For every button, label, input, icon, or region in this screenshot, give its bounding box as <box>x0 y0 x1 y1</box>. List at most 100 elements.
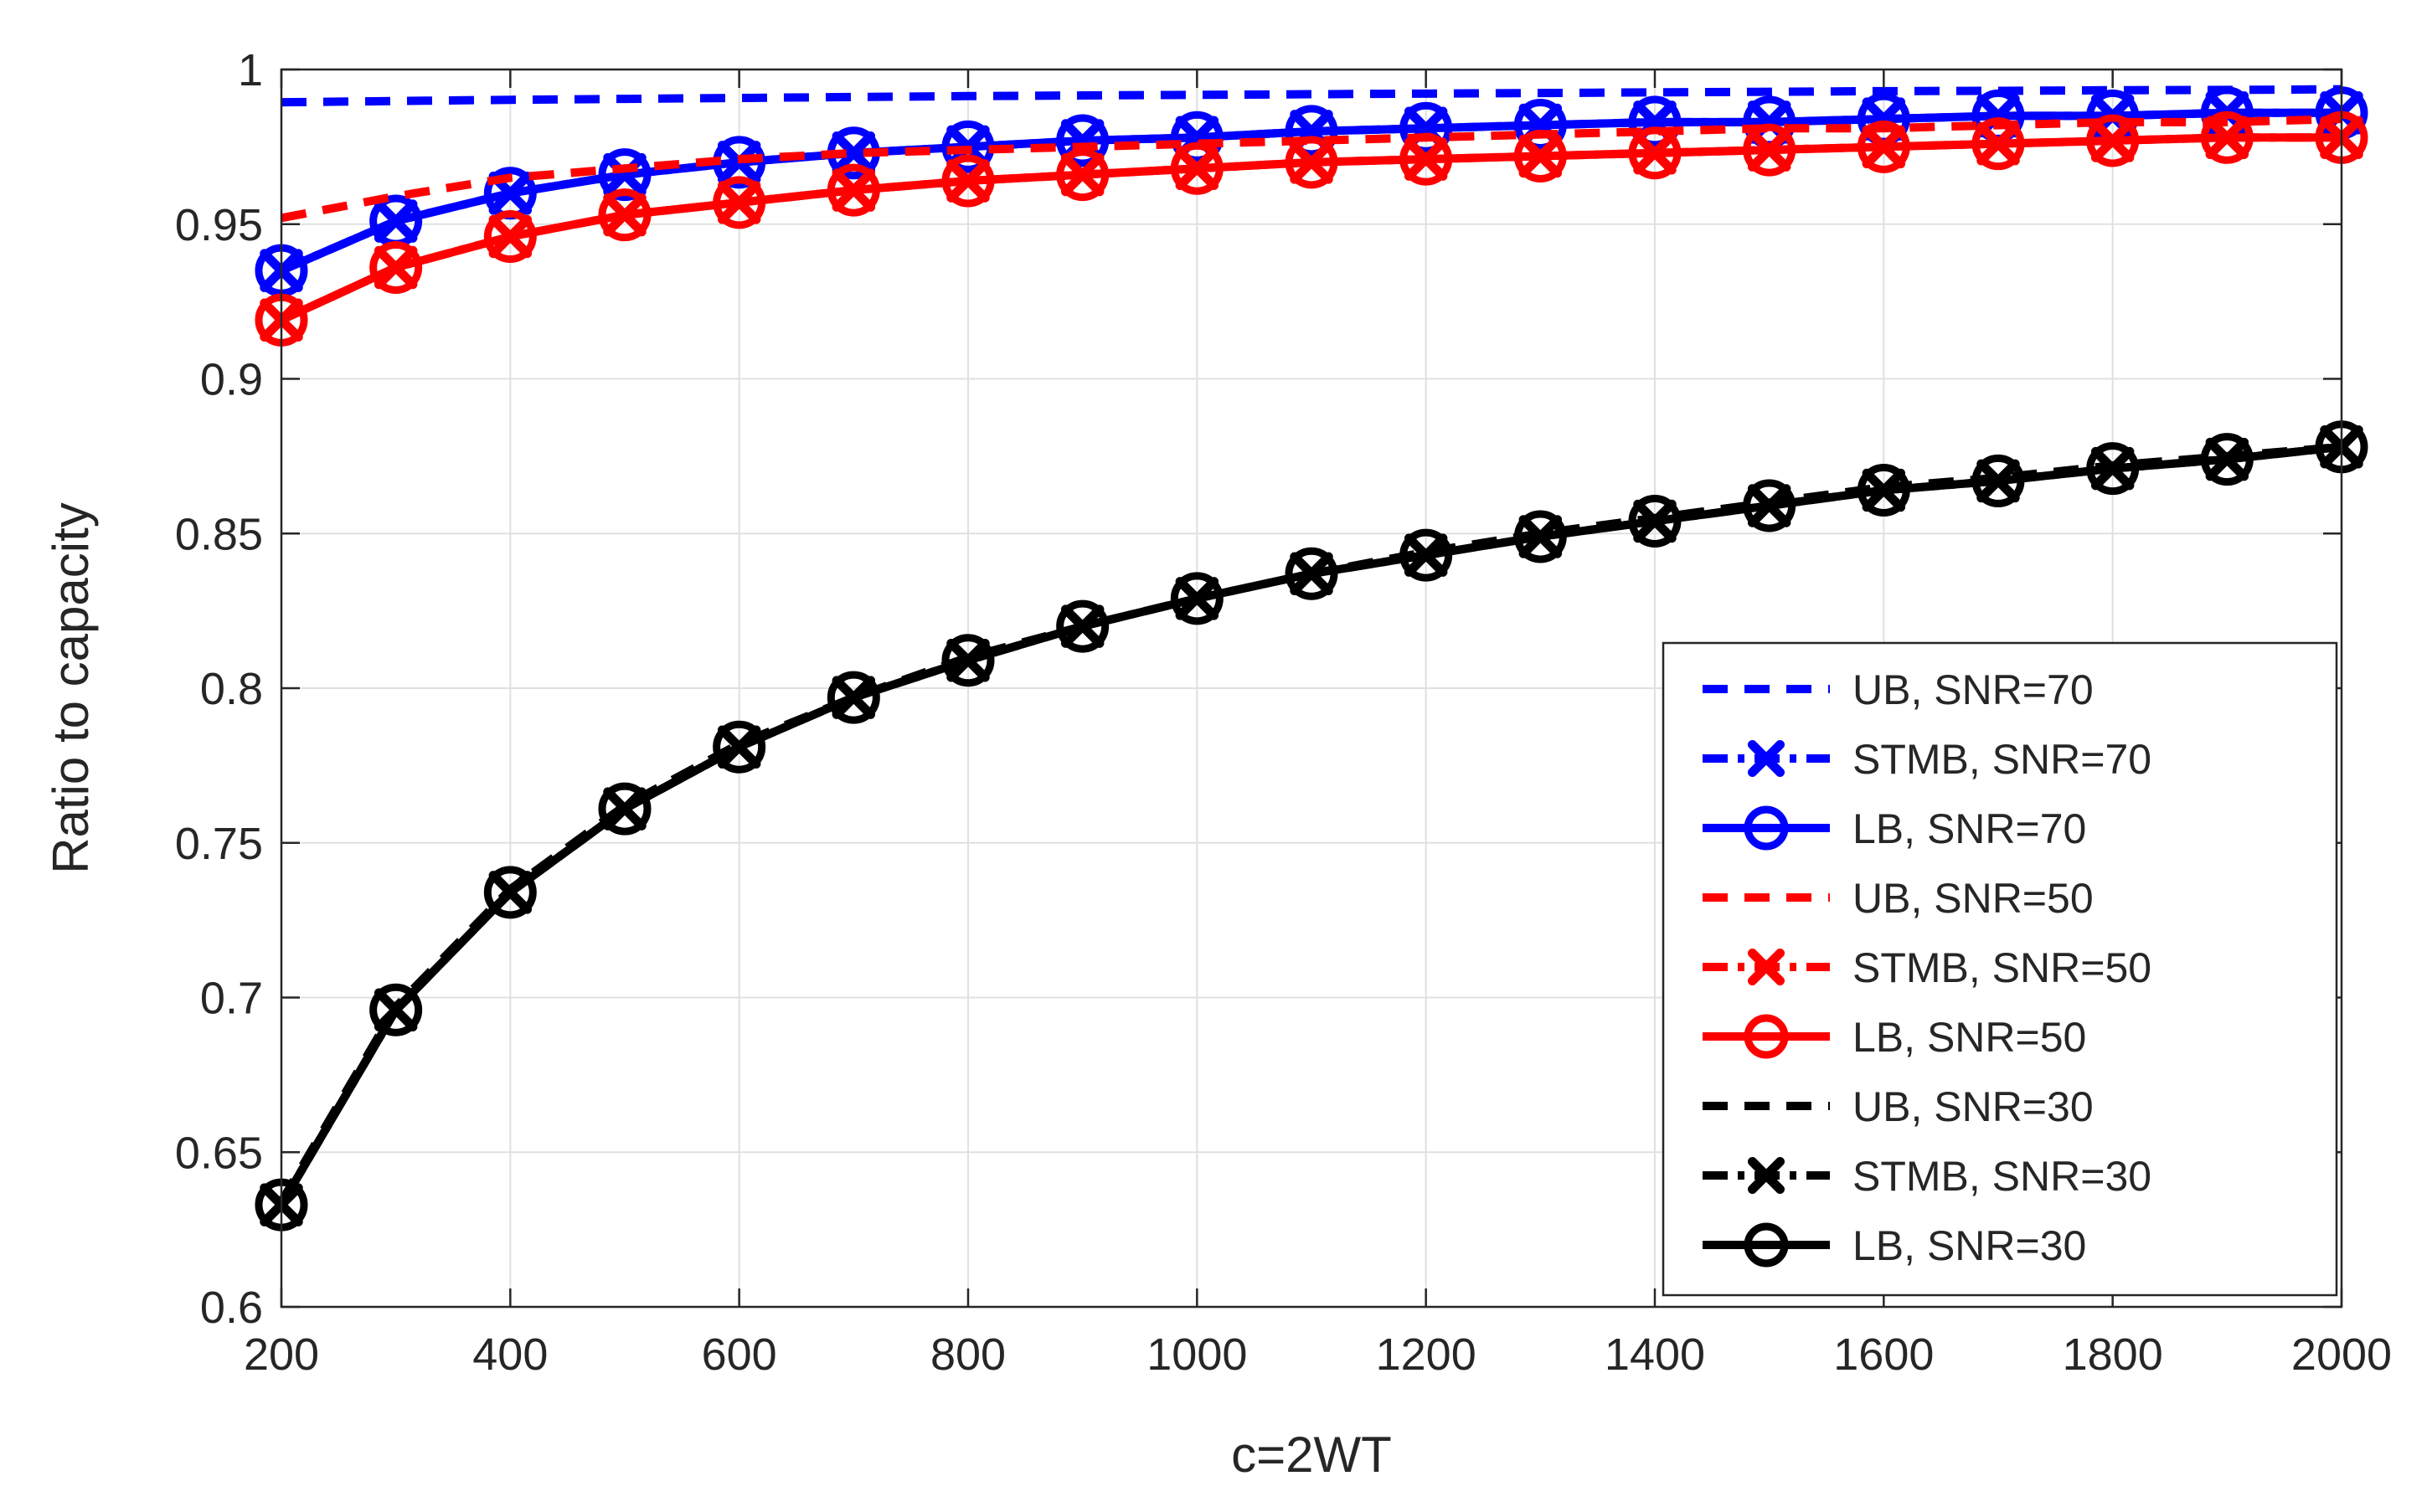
x-tick-label: 1400 <box>1605 1329 1705 1380</box>
x-marker-stroke <box>1748 740 1785 777</box>
x-tick-label: 1600 <box>1833 1329 1934 1380</box>
data-point-marker <box>1399 528 1453 582</box>
x-tick-label: 400 <box>472 1329 548 1380</box>
x-tick-label: 2000 <box>2291 1329 2392 1380</box>
series-3 <box>281 115 2342 223</box>
legend-marker <box>1748 1157 1785 1194</box>
series-line <box>277 442 2342 1207</box>
x-marker-stroke <box>1748 1157 1785 1194</box>
legend-label: STMB, SNR=50 <box>1852 944 2151 991</box>
x-tick-label: 1000 <box>1146 1329 1247 1380</box>
y-tick-label: 0.65 <box>175 1128 263 1178</box>
x-axis-label: c=2WT <box>1231 1427 1392 1483</box>
y-tick-label: 0.9 <box>200 355 263 405</box>
y-tick-label: 0.6 <box>200 1283 263 1333</box>
data-point-marker <box>483 866 537 919</box>
data-point-marker <box>1399 132 1453 186</box>
legend-label: UB, SNR=30 <box>1852 1083 2094 1130</box>
legend-label: LB, SNR=50 <box>1852 1014 2086 1061</box>
y-tick-label: 0.95 <box>175 200 263 250</box>
data-point-marker <box>2086 114 2140 167</box>
legend-label: UB, SNR=50 <box>1852 875 2094 922</box>
y-tick-label: 0.8 <box>200 664 263 714</box>
x-tick-label: 600 <box>702 1329 777 1380</box>
legend-entry: STMB, SNR=30 <box>1703 1153 2151 1200</box>
axes-box <box>280 68 2343 1309</box>
data-point-marker <box>827 671 880 724</box>
series-line <box>279 133 2342 324</box>
legend-label: LB, SNR=70 <box>1852 805 2086 852</box>
legend-label: LB, SNR=30 <box>1852 1222 2086 1269</box>
data-point-marker <box>1513 510 1567 563</box>
legend-marker <box>1744 1222 1789 1268</box>
data-point-marker <box>369 240 423 294</box>
data-point-marker <box>2086 442 2140 496</box>
data-point-marker <box>1971 454 2025 507</box>
data-point-marker <box>1628 494 1682 548</box>
legend-entry: LB, SNR=50 <box>1703 1014 2086 1061</box>
legend-entry: UB, SNR=70 <box>1703 666 2094 713</box>
axes <box>280 68 2343 1309</box>
data-point-marker <box>1857 464 1910 517</box>
data-point-marker <box>941 634 995 687</box>
x-tick-label: 200 <box>244 1329 319 1380</box>
data-point-marker <box>1971 117 2025 171</box>
x-tick-label: 1800 <box>2063 1329 2163 1380</box>
x-marker-stroke <box>1748 949 1785 985</box>
legend-entry: LB, SNR=70 <box>1703 805 2086 852</box>
data-point-marker <box>1513 99 1567 152</box>
data-point-marker <box>713 176 766 229</box>
series-line <box>281 115 2342 223</box>
legend-label: STMB, SNR=70 <box>1852 736 2151 783</box>
data-point-marker <box>598 782 652 836</box>
tick-labels: 200 400 600 800 1000 1200 1400 1600 1800 2000 0.6 0… <box>175 45 2392 1380</box>
y-tick-label: 0.7 <box>200 974 263 1024</box>
data-point-marker <box>1628 126 1682 180</box>
series-5 <box>255 111 2368 347</box>
data-point-marker <box>1170 111 1224 164</box>
legend: UB, SNR=70 STMB, SNR=70 LB, SNR=70 UB, SNR=… <box>1662 641 2338 1297</box>
data-point-marker <box>1743 123 1796 177</box>
data-point-marker <box>1857 120 1910 173</box>
legend-label: UB, SNR=70 <box>1852 666 2094 713</box>
legend-entry: STMB, SNR=50 <box>1703 944 2151 991</box>
data-point-marker <box>483 210 537 264</box>
data-point-marker <box>2200 433 2254 486</box>
legend-entry: LB, SNR=30 <box>1703 1222 2086 1269</box>
data-point-marker <box>1056 599 1110 653</box>
data-point-marker <box>1056 148 1110 202</box>
data-point-marker <box>1743 479 1796 532</box>
legend-marker <box>1744 1014 1789 1059</box>
data-point-marker <box>1170 141 1224 195</box>
data-point-marker <box>1628 95 1682 149</box>
legend-label: STMB, SNR=30 <box>1852 1153 2151 1200</box>
data-point-marker <box>1285 547 1338 600</box>
series-8 <box>255 420 2368 1232</box>
legend-entry: STMB, SNR=70 <box>1703 736 2151 783</box>
data-point-marker <box>369 983 423 1036</box>
x-tick-label: 800 <box>930 1329 1006 1380</box>
legend-marker <box>1748 949 1785 985</box>
data-point-marker <box>2200 111 2254 164</box>
data-point-marker <box>598 188 652 242</box>
data-point-marker <box>1513 129 1567 183</box>
data-point-marker <box>1285 136 1338 189</box>
data-point-marker <box>827 163 880 217</box>
legend-marker <box>1748 740 1785 777</box>
data-point-marker <box>1056 114 1110 167</box>
legend-marker <box>1744 805 1789 851</box>
legend-entry: UB, SNR=50 <box>1703 875 2094 922</box>
data-point-marker <box>1399 101 1453 155</box>
data-point-marker <box>1285 105 1338 158</box>
data-point-marker <box>598 148 652 202</box>
y-axis-label: Ratio to capacity <box>43 502 99 874</box>
data-point-marker <box>1170 572 1224 625</box>
data-point-marker <box>713 720 766 774</box>
y-tick-label: 0.75 <box>175 819 263 869</box>
plot-series <box>255 85 2368 1232</box>
series-line <box>280 108 2342 275</box>
x-tick-label: 1200 <box>1376 1329 1476 1380</box>
legend-entry: UB, SNR=30 <box>1703 1083 2094 1130</box>
data-point-marker <box>941 154 995 208</box>
